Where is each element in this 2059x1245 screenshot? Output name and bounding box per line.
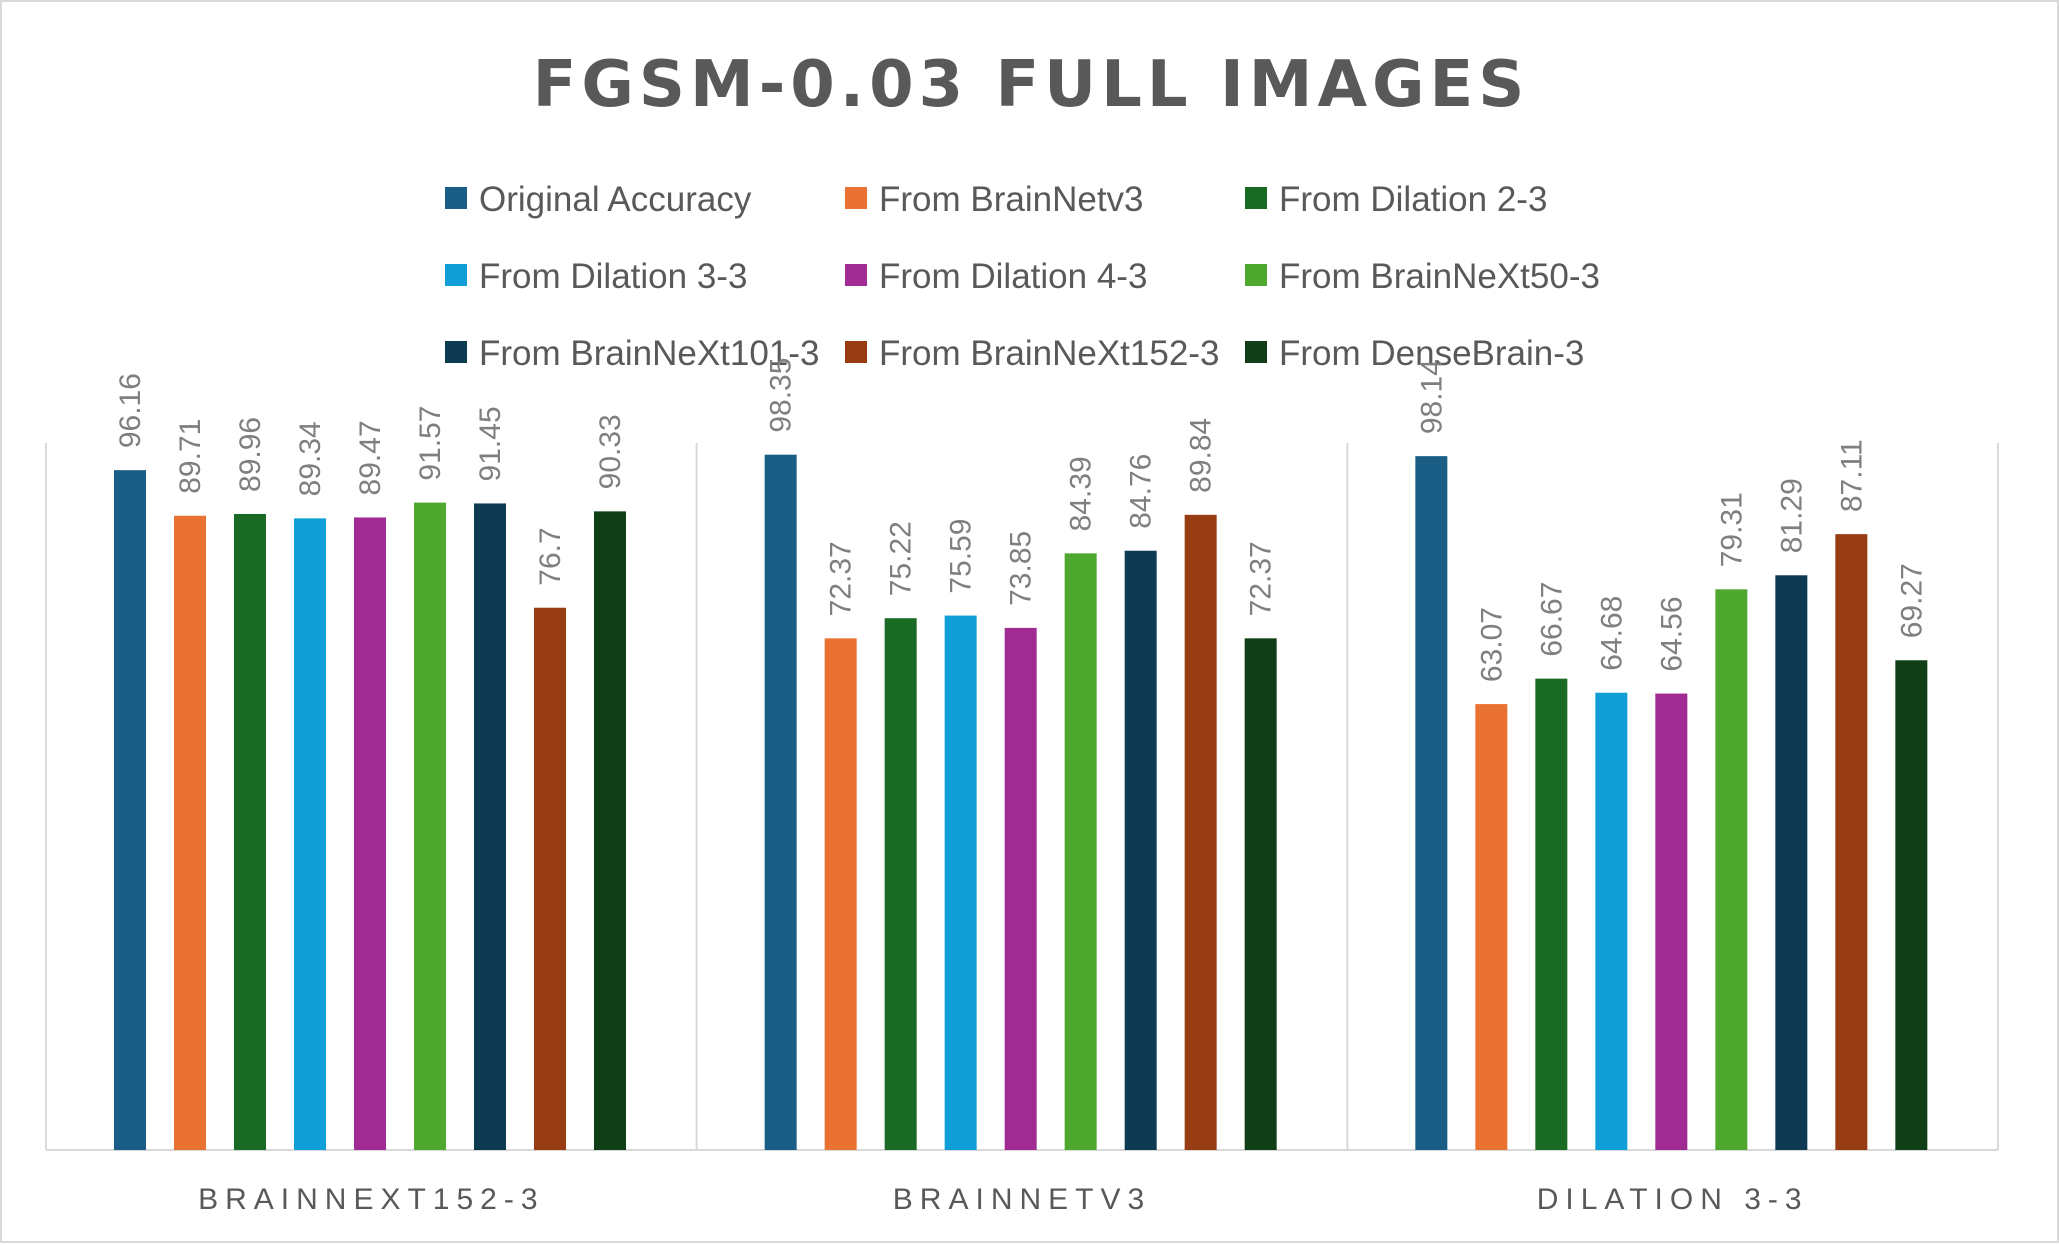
data-label: 91.45 [474, 406, 507, 481]
data-labels: 96.16 89.71 89.96 89.34 89.47 91.57 91.45 76.7 9… [114, 358, 1928, 683]
bar-from-dilation-4-3-dilation-3-3 [1655, 693, 1688, 1150]
data-label: 81.29 [1775, 478, 1808, 553]
bar-from-dilation-3-3-brainnetv3 [944, 615, 977, 1150]
bar-original-accuracy-brainnetv3 [764, 454, 797, 1150]
data-label: 64.68 [1595, 596, 1628, 671]
legend-swatch [445, 341, 467, 363]
data-label: 89.34 [294, 421, 327, 496]
category-label: DILATION 3-3 [1537, 1183, 1809, 1216]
category-axis: BRAINNEXT152-3 BRAINNETV3 DILATION 3-3 [198, 1183, 1809, 1216]
data-label: 84.39 [1065, 456, 1098, 531]
bar-from-brainnext101-3-brainnext152-3 [474, 503, 506, 1150]
data-label: 87.11 [1835, 439, 1868, 512]
legend-swatch [845, 187, 867, 209]
data-label: 89.71 [174, 419, 207, 494]
legend-item-from-brainnext101-3: From BrainNeXt101-3 [445, 334, 819, 373]
legend-label: From BrainNeXt101-3 [479, 334, 819, 373]
legend-label: From BrainNeXt152-3 [879, 334, 1219, 373]
data-label: 89.84 [1185, 418, 1218, 493]
data-label: 64.56 [1655, 596, 1688, 671]
bar-from-densebrain-3-brainnext152-3 [594, 511, 626, 1150]
bar-from-dilation-3-3-dilation-3-3 [1595, 692, 1628, 1150]
bar-from-dilation-2-3-dilation-3-3 [1535, 678, 1568, 1150]
bar-from-densebrain-3-dilation-3-3 [1895, 660, 1928, 1150]
legend-item-from-brainnext152-3: From BrainNeXt152-3 [845, 334, 1219, 373]
bar-from-brainnext101-3-brainnetv3 [1124, 550, 1157, 1150]
legend-label: Original Accuracy [479, 180, 752, 219]
legend-swatch [445, 264, 467, 286]
category-label: BRAINNEXT152-3 [198, 1183, 544, 1216]
legend-swatch [1245, 341, 1267, 363]
legend-item-from-dilation-4-3: From Dilation 4-3 [845, 257, 1147, 296]
data-label: 89.96 [234, 417, 267, 492]
legend-item-from-dilation-3-3: From Dilation 3-3 [445, 257, 747, 296]
legend-label: From BrainNetv3 [879, 180, 1144, 219]
legend-swatch [445, 187, 467, 209]
data-label: 84.76 [1125, 454, 1158, 529]
data-label: 76.7 [534, 527, 567, 585]
data-label: 91.57 [414, 406, 447, 481]
legend-label: From DenseBrain-3 [1279, 334, 1584, 373]
bar-from-dilation-4-3-brainnext152-3 [354, 517, 386, 1150]
bar-from-brainnetv3-brainnext152-3 [174, 515, 206, 1150]
bar-from-brainnetv3-dilation-3-3 [1475, 704, 1508, 1150]
data-label: 96.16 [114, 373, 147, 448]
data-label: 98.35 [765, 358, 798, 433]
data-label: 72.37 [825, 541, 858, 616]
legend-item-from-brainnext50-3: From BrainNeXt50-3 [1245, 257, 1600, 296]
legend: Original Accuracy From BrainNetv3 From Dil… [445, 180, 1600, 373]
data-label: 75.59 [945, 519, 978, 594]
bar-original-accuracy-dilation-3-3 [1415, 456, 1448, 1150]
legend-item-from-dilation-2-3: From Dilation 2-3 [1245, 180, 1547, 219]
legend-label: From Dilation 4-3 [879, 257, 1147, 296]
legend-swatch [845, 264, 867, 286]
legend-label: From BrainNeXt50-3 [1279, 257, 1600, 296]
bar-from-brainnext50-3-dilation-3-3 [1715, 589, 1748, 1150]
data-label: 98.14 [1415, 359, 1448, 434]
bar-original-accuracy-brainnext152-3 [114, 470, 146, 1150]
data-label: 89.47 [354, 420, 387, 495]
legend-label: From Dilation 3-3 [479, 257, 747, 296]
bar-from-brainnext50-3-brainnext152-3 [414, 502, 446, 1150]
data-label: 79.31 [1715, 492, 1748, 567]
legend-item-from-densebrain-3: From DenseBrain-3 [1245, 334, 1584, 373]
legend-item-original-accuracy: Original Accuracy [445, 180, 752, 219]
bar-from-brainnext101-3-dilation-3-3 [1775, 575, 1808, 1150]
data-label: 73.85 [1005, 531, 1038, 606]
bar-from-brainnetv3-brainnetv3 [824, 638, 857, 1150]
legend-swatch [1245, 187, 1267, 209]
legend-label: From Dilation 2-3 [1279, 180, 1547, 219]
bar-from-dilation-2-3-brainnext152-3 [234, 513, 266, 1150]
chart-title: FGSM-0.03 FULL IMAGES [533, 48, 1530, 122]
bar-from-brainnext152-3-brainnext152-3 [534, 607, 566, 1150]
category-label: BRAINNETV3 [893, 1183, 1151, 1216]
bar-from-dilation-4-3-brainnetv3 [1004, 627, 1037, 1150]
data-label: 66.67 [1535, 582, 1568, 657]
legend-swatch [845, 341, 867, 363]
bar-from-brainnext152-3-brainnetv3 [1184, 514, 1217, 1150]
bar-from-brainnext50-3-brainnetv3 [1064, 553, 1097, 1150]
data-label: 63.07 [1475, 607, 1508, 682]
bar-from-dilation-3-3-brainnext152-3 [294, 518, 326, 1150]
data-label: 69.27 [1895, 563, 1928, 638]
legend-swatch [1245, 264, 1267, 286]
bars [114, 454, 1928, 1150]
data-label: 90.33 [594, 414, 627, 489]
data-label: 72.37 [1245, 541, 1278, 616]
bar-from-dilation-2-3-brainnetv3 [884, 618, 917, 1150]
bar-from-brainnext152-3-dilation-3-3 [1835, 534, 1868, 1150]
data-label: 75.22 [885, 521, 918, 596]
legend-item-from-brainnetv3: From BrainNetv3 [845, 180, 1144, 219]
bar-from-densebrain-3-brainnetv3 [1244, 638, 1277, 1150]
